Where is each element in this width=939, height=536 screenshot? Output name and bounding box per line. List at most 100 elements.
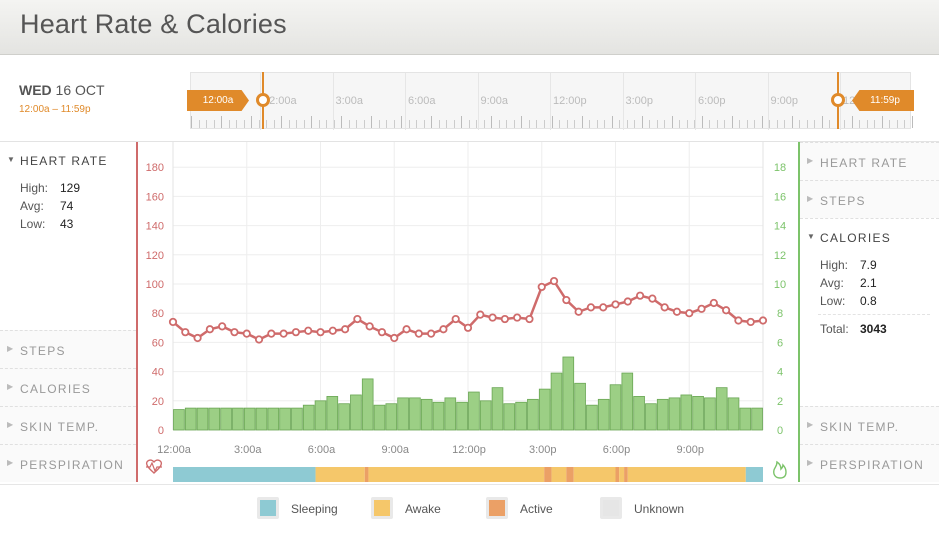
timeline-tick xyxy=(679,120,681,128)
steps-section[interactable]: ▶ STEPS xyxy=(800,180,939,218)
calorie-bar xyxy=(326,396,339,431)
right-metrics-panel: ▶ HEART RATE ▶ STEPS ▼ CALORIES High: 7.9 A… xyxy=(800,142,939,482)
steps-section[interactable]: ▶ STEPS xyxy=(0,330,136,368)
calorie-bar xyxy=(645,403,657,431)
timeline-tick xyxy=(536,120,538,128)
right-axis-pointer xyxy=(798,260,808,278)
timeline-tick xyxy=(731,116,733,128)
timeline-tick xyxy=(859,120,861,128)
calorie-bar xyxy=(291,407,303,431)
perspiration-section[interactable]: ▶ PERSPIRATION xyxy=(0,444,136,482)
heart-rate-calories-chart[interactable]: 0 20 40 60 80 100 120 140 160 180 0 2 4 6 8 10 12 14 16 18 1… xyxy=(128,142,808,482)
timeline-tick xyxy=(213,120,215,128)
range-end-tag[interactable]: 11:59p xyxy=(852,90,914,111)
timeline-tick xyxy=(198,120,200,128)
calorie-bar xyxy=(692,396,704,431)
calories-avg: Avg: 2.1 xyxy=(820,276,877,290)
activity-segment xyxy=(573,467,616,482)
skin-temp-section[interactable]: ▶ SKIN TEMP. xyxy=(800,406,939,444)
legend-swatch xyxy=(371,497,393,519)
calorie-bar xyxy=(597,398,610,431)
date-bar: WED 16 OCT 12:00a – 11:59p 12:00a 3:00a 6:… xyxy=(0,55,939,142)
timeline-tick xyxy=(619,120,621,128)
calories-section[interactable]: ▶ CALORIES xyxy=(0,368,136,406)
heart-rate-point xyxy=(463,323,473,332)
heart-rate-label: HEART RATE xyxy=(20,154,108,168)
heart-rate-point xyxy=(623,297,632,306)
calorie-bar xyxy=(397,397,409,431)
range-start-tag[interactable]: 12:00a xyxy=(187,90,249,111)
timeline-tick xyxy=(543,120,545,128)
timeline-tick xyxy=(596,120,598,128)
skin-temp-section[interactable]: ▶ SKIN TEMP. xyxy=(0,406,136,444)
skin-temp-label: SKIN TEMP. xyxy=(20,420,100,434)
timeline-tick xyxy=(393,120,395,128)
heart-rate-section[interactable]: ▶ HEART RATE xyxy=(800,142,939,180)
heart-rate-point xyxy=(611,300,620,309)
timeline-label: 12:00p xyxy=(553,95,587,107)
activity-segment xyxy=(627,467,746,482)
calorie-bar xyxy=(184,407,197,431)
heart-rate-point xyxy=(660,303,669,312)
heart-rate-point xyxy=(291,328,301,337)
calorie-bar xyxy=(456,401,468,431)
heart-rate-point xyxy=(365,322,374,331)
timeline-scrubber[interactable]: 12:00a 3:00a 6:00a 9:00a 12:00p 3:00p 6:00p 9:0… xyxy=(190,72,913,130)
timeline-tick xyxy=(874,120,876,128)
timeline-tick xyxy=(461,116,463,128)
calories-low: Low: 0.8 xyxy=(820,294,877,308)
activity-segment xyxy=(745,467,763,482)
timeline-tick xyxy=(881,116,883,128)
perspiration-section[interactable]: ▶ PERSPIRATION xyxy=(800,444,939,482)
heart-rate-point xyxy=(685,309,694,318)
heart-rate-point xyxy=(549,276,559,286)
timeline-tick xyxy=(341,116,343,128)
calorie-bar xyxy=(196,407,209,431)
timeline-gridline xyxy=(405,73,406,130)
legend-label: Sleeping xyxy=(291,502,338,516)
timeline-tick xyxy=(431,116,433,128)
perspiration-label: PERSPIRATION xyxy=(20,458,125,472)
stat-label: High: xyxy=(20,181,49,195)
heart-rate-section[interactable]: ▼ HEART RATE High: 129 Avg: 74 Low: 43 xyxy=(0,142,136,330)
timeline-tick xyxy=(574,120,576,128)
heart-rate-point xyxy=(168,317,178,327)
calorie-bar xyxy=(751,407,763,431)
calorie-bar xyxy=(515,401,527,431)
date-day: 16 OCT xyxy=(51,82,105,98)
calories-section[interactable]: ▼ CALORIES High: 7.9 Avg: 2.1 Low: 0.8 Tota… xyxy=(800,218,939,406)
calorie-bar xyxy=(538,388,551,431)
stat-value: 7.9 xyxy=(860,258,877,272)
timeline-tick xyxy=(761,116,763,128)
timeline-tick xyxy=(266,120,268,128)
app-header: Heart Rate & Calories xyxy=(0,0,939,55)
calories-high: High: 7.9 xyxy=(820,258,877,272)
timeline-tick xyxy=(483,120,485,128)
flame-icon xyxy=(773,460,787,479)
right-axis-tick-label: 6 xyxy=(777,337,783,349)
range-start-handle[interactable] xyxy=(256,93,270,107)
heart-rate-point xyxy=(316,328,325,337)
range-end-handle[interactable] xyxy=(831,93,845,107)
calorie-bar xyxy=(527,398,539,431)
legend-label: Awake xyxy=(405,502,441,516)
heart-rate-point xyxy=(181,328,190,337)
caret-right-icon: ▶ xyxy=(807,194,815,203)
x-axis-tick-label: 12:00p xyxy=(452,444,486,456)
timeline-label: 12 xyxy=(843,95,856,107)
timeline-tick xyxy=(611,116,613,128)
right-axis-tick-label: 16 xyxy=(774,191,786,203)
timeline-tick xyxy=(829,120,831,128)
timeline-label: 9:00a xyxy=(480,95,509,107)
heart-rate-high: High: 129 xyxy=(20,181,80,195)
page-title: Heart Rate & Calories xyxy=(20,9,287,39)
date-label: WED 16 OCT xyxy=(19,82,105,98)
timeline-tick xyxy=(273,120,275,128)
stat-value: 129 xyxy=(60,181,81,195)
left-metrics-panel: ▼ HEART RATE High: 129 Avg: 74 Low: 43 ▶ STE… xyxy=(0,142,136,482)
timeline-tick xyxy=(348,120,350,128)
timeline-tick xyxy=(318,120,320,128)
activity-legend: Sleeping Awake Active Unknown xyxy=(0,484,939,536)
timeline-gridline xyxy=(695,73,696,130)
timeline-tick xyxy=(236,120,238,128)
